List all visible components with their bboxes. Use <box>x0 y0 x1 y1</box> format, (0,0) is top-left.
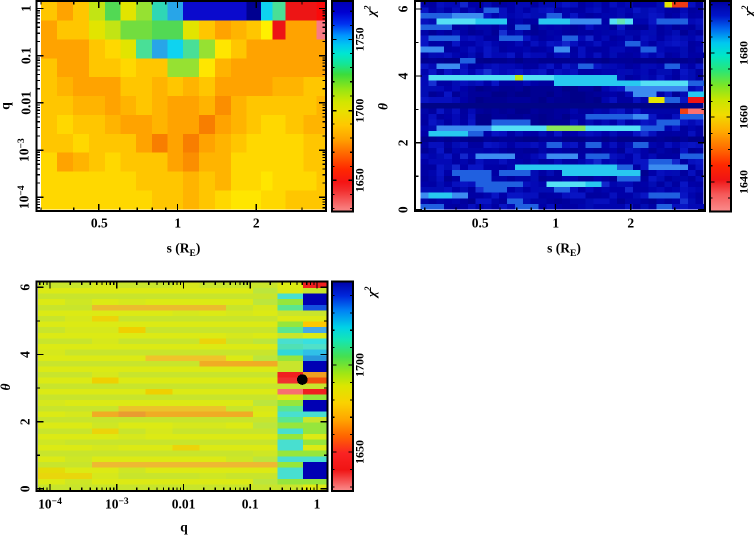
svg-text:1640: 1640 <box>737 170 751 194</box>
svg-text:q: q <box>180 520 188 535</box>
svg-text:1750: 1750 <box>353 27 367 51</box>
svg-text:0.5: 0.5 <box>472 215 489 230</box>
svg-text:0.1: 0.1 <box>19 47 34 64</box>
svg-text:1: 1 <box>174 215 181 230</box>
svg-text:0.5: 0.5 <box>91 215 108 230</box>
svg-text:0: 0 <box>18 485 33 492</box>
svg-text:2: 2 <box>253 215 260 230</box>
svg-text:1: 1 <box>314 497 321 512</box>
svg-text:1700: 1700 <box>353 353 367 377</box>
svg-text:4: 4 <box>18 351 33 358</box>
svg-text:0: 0 <box>396 206 411 213</box>
svg-text:2: 2 <box>18 418 33 425</box>
svg-text:2: 2 <box>627 215 634 230</box>
svg-text:0.1: 0.1 <box>242 497 259 512</box>
svg-text:6: 6 <box>396 5 411 12</box>
svg-text:1700: 1700 <box>353 99 367 123</box>
svg-text:6: 6 <box>18 284 33 291</box>
svg-text:q: q <box>0 102 13 110</box>
svg-text:4: 4 <box>396 72 411 79</box>
svg-text:1660: 1660 <box>737 105 751 129</box>
svg-text:0.01: 0.01 <box>19 91 34 115</box>
svg-text:1680: 1680 <box>737 41 751 65</box>
svg-text:1650: 1650 <box>353 168 367 192</box>
svg-text:θ: θ <box>376 103 391 110</box>
svg-text:θ: θ <box>0 383 13 390</box>
svg-text:1: 1 <box>552 215 559 230</box>
svg-text:2: 2 <box>396 139 411 146</box>
svg-text:0.01: 0.01 <box>172 497 196 512</box>
svg-text:1: 1 <box>19 5 34 12</box>
svg-text:1650: 1650 <box>353 440 367 464</box>
